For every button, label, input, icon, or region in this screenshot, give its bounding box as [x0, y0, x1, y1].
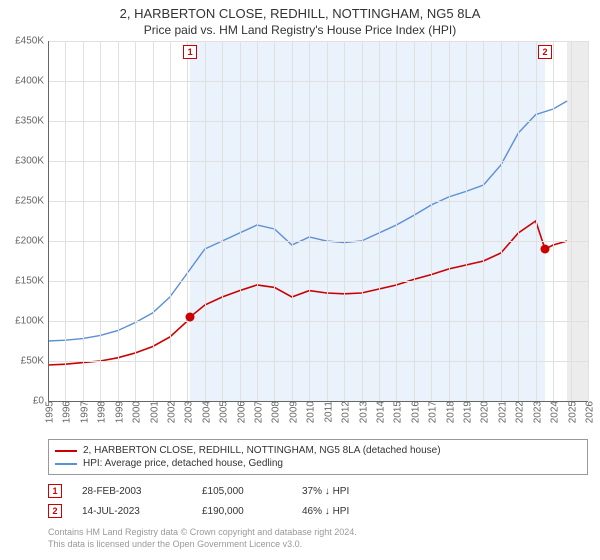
- sale-marker-badge: 2: [48, 504, 62, 518]
- x-axis-label: 2011: [319, 401, 334, 423]
- sale-marker-badge: 1: [48, 484, 62, 498]
- legend-label: HPI: Average price, detached house, Gedl…: [83, 458, 283, 469]
- x-axis-label: 2010: [302, 401, 317, 423]
- sale-date: 14-JUL-2023: [82, 506, 182, 517]
- y-axis-label: £250K: [15, 196, 48, 207]
- x-axis-label: 2025: [563, 401, 578, 423]
- y-axis-label: £400K: [15, 76, 48, 87]
- x-axis-label: 2012: [337, 401, 352, 423]
- x-axis-label: 1998: [93, 401, 108, 423]
- sale-marker-callout: 1: [183, 45, 197, 59]
- x-axis-label: 2024: [546, 401, 561, 423]
- legend-swatch: [55, 463, 77, 465]
- y-axis-label: £300K: [15, 156, 48, 167]
- y-axis-label: £150K: [15, 276, 48, 287]
- x-axis-label: 2021: [493, 401, 508, 423]
- x-axis-label: 2016: [406, 401, 421, 423]
- y-axis-label: £100K: [15, 316, 48, 327]
- sale-vs-hpi: 46% ↓ HPI: [302, 506, 392, 517]
- sales-table: 1 28-FEB-2003 £105,000 37% ↓ HPI 2 14-JU…: [48, 481, 588, 521]
- chart-title-line1: 2, HARBERTON CLOSE, REDHILL, NOTTINGHAM,…: [0, 0, 600, 21]
- sale-price: £190,000: [202, 506, 282, 517]
- license-line: Contains HM Land Registry data © Crown c…: [48, 527, 588, 539]
- y-axis-label: £200K: [15, 236, 48, 247]
- x-axis-label: 2007: [250, 401, 265, 423]
- sale-marker-callout: 2: [538, 45, 552, 59]
- y-axis-label: £50K: [21, 356, 48, 367]
- sale-marker-dot: [540, 245, 549, 254]
- x-axis-label: 2019: [459, 401, 474, 423]
- table-row: 2 14-JUL-2023 £190,000 46% ↓ HPI: [48, 501, 588, 521]
- x-axis-label: 2013: [354, 401, 369, 423]
- y-axis-label: £450K: [15, 36, 48, 47]
- x-axis-label: 2017: [424, 401, 439, 423]
- legend-swatch: [55, 450, 77, 452]
- x-axis-label: 2026: [581, 401, 596, 423]
- series-line: [48, 221, 567, 365]
- x-axis-label: 2004: [197, 401, 212, 423]
- x-axis-label: 1999: [110, 401, 125, 423]
- y-axis-label: £350K: [15, 116, 48, 127]
- chart-title-line2: Price paid vs. HM Land Registry's House …: [0, 21, 600, 41]
- x-axis-label: 2006: [232, 401, 247, 423]
- sale-price: £105,000: [202, 486, 282, 497]
- x-axis-label: 2020: [476, 401, 491, 423]
- x-axis-label: 2014: [371, 401, 386, 423]
- legend-label: 2, HARBERTON CLOSE, REDHILL, NOTTINGHAM,…: [83, 445, 441, 456]
- x-axis-label: 2001: [145, 401, 160, 423]
- chart-container: 2, HARBERTON CLOSE, REDHILL, NOTTINGHAM,…: [0, 0, 600, 560]
- license-text: Contains HM Land Registry data © Crown c…: [48, 527, 588, 550]
- x-axis-label: 1995: [41, 401, 56, 423]
- sale-date: 28-FEB-2003: [82, 486, 182, 497]
- x-axis-label: 2005: [215, 401, 230, 423]
- legend-item: 2, HARBERTON CLOSE, REDHILL, NOTTINGHAM,…: [55, 444, 581, 457]
- x-axis-label: 2018: [441, 401, 456, 423]
- x-axis-label: 2002: [162, 401, 177, 423]
- x-axis-label: 2000: [128, 401, 143, 423]
- table-row: 1 28-FEB-2003 £105,000 37% ↓ HPI: [48, 481, 588, 501]
- x-axis-label: 1997: [75, 401, 90, 423]
- x-axis-label: 2003: [180, 401, 195, 423]
- x-axis-label: 2022: [511, 401, 526, 423]
- series-line: [48, 101, 567, 341]
- x-axis-label: 2023: [528, 401, 543, 423]
- line-series-svg: [48, 41, 588, 401]
- license-line: This data is licensed under the Open Gov…: [48, 539, 588, 551]
- sale-vs-hpi: 37% ↓ HPI: [302, 486, 392, 497]
- x-axis-label: 1996: [58, 401, 73, 423]
- x-axis-label: 2009: [284, 401, 299, 423]
- sale-marker-dot: [186, 313, 195, 322]
- legend-item: HPI: Average price, detached house, Gedl…: [55, 457, 581, 470]
- plot-area: £0£50K£100K£150K£200K£250K£300K£350K£400…: [48, 41, 588, 401]
- legend: 2, HARBERTON CLOSE, REDHILL, NOTTINGHAM,…: [48, 439, 588, 475]
- x-axis-label: 2008: [267, 401, 282, 423]
- x-axis-label: 2015: [389, 401, 404, 423]
